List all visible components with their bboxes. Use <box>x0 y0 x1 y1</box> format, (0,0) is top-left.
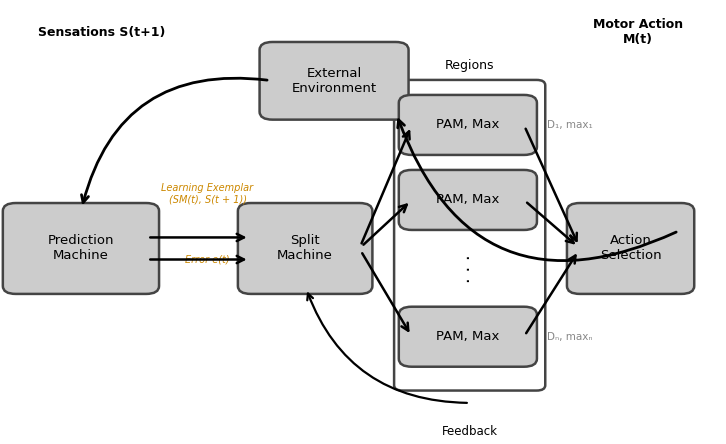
FancyBboxPatch shape <box>3 203 159 294</box>
Text: Regions: Regions <box>445 59 494 72</box>
Text: Prediction
Machine: Prediction Machine <box>48 234 114 262</box>
Text: · · ·: · · · <box>461 254 478 283</box>
FancyBboxPatch shape <box>567 203 694 294</box>
Text: Action
Selection: Action Selection <box>600 234 661 262</box>
Text: PAM, Max: PAM, Max <box>436 119 499 131</box>
Text: Sensations S(t+1): Sensations S(t+1) <box>38 26 165 39</box>
FancyBboxPatch shape <box>260 42 409 119</box>
Text: Feedback: Feedback <box>441 425 498 438</box>
FancyBboxPatch shape <box>394 80 545 391</box>
Text: Motor Action
M(t): Motor Action M(t) <box>592 18 683 46</box>
Text: External
Environment: External Environment <box>292 67 377 95</box>
FancyBboxPatch shape <box>399 170 537 230</box>
Text: Error e(t): Error e(t) <box>185 254 230 265</box>
Text: D₁, max₁: D₁, max₁ <box>547 120 593 130</box>
FancyBboxPatch shape <box>238 203 372 294</box>
FancyBboxPatch shape <box>399 307 537 367</box>
FancyBboxPatch shape <box>399 95 537 155</box>
Text: Learning Exemplar
(SM(t), S(t + 1)): Learning Exemplar (SM(t), S(t + 1)) <box>161 182 253 204</box>
Text: Dₙ, maxₙ: Dₙ, maxₙ <box>547 332 593 342</box>
Text: PAM, Max: PAM, Max <box>436 194 499 206</box>
Text: Split
Machine: Split Machine <box>277 234 333 262</box>
Text: PAM, Max: PAM, Max <box>436 330 499 343</box>
